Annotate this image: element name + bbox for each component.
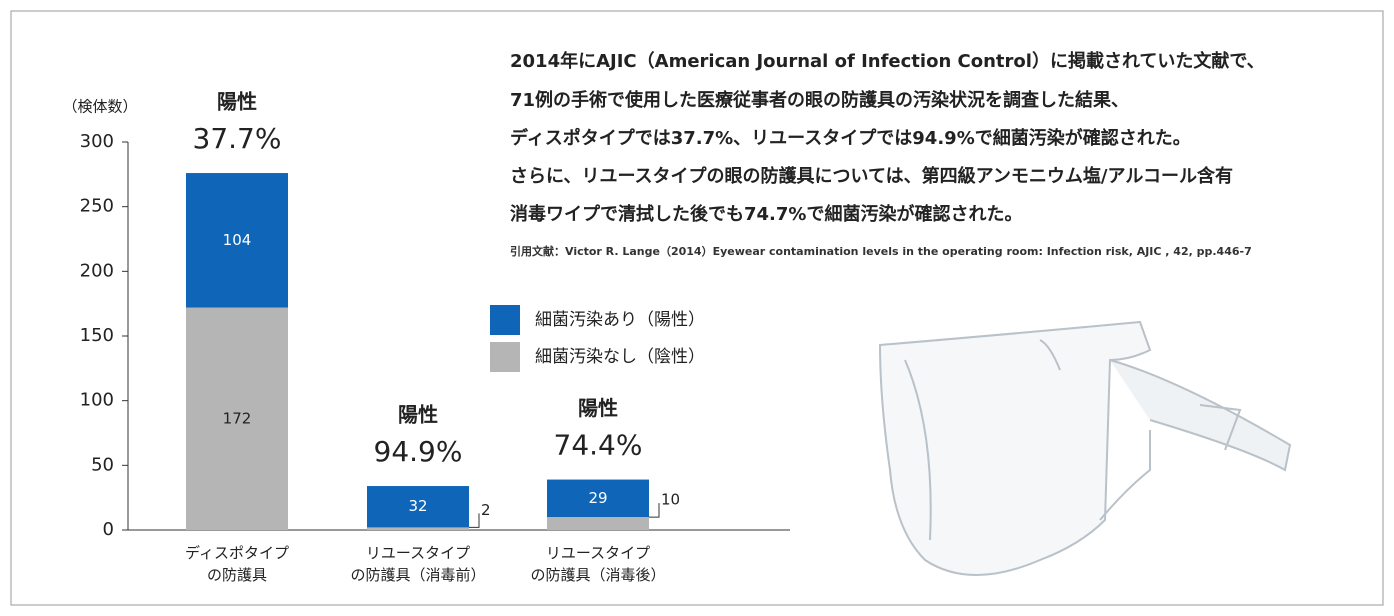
description-line: さらに、リユースタイプの眼の防護具については、第四級アンモニウム塩/アルコール含… bbox=[510, 166, 1233, 187]
y-tick-label: 250 bbox=[80, 196, 114, 217]
description-line: 2014年にAJIC（American Journal of Infection… bbox=[510, 51, 1265, 72]
annotation-value: 37.7% bbox=[193, 122, 282, 155]
frame bbox=[10, 10, 1384, 606]
x-tick-label: ディスポタイプ の防護具 bbox=[185, 544, 289, 584]
y-tick-label: 0 bbox=[103, 519, 114, 540]
leader-line bbox=[469, 513, 480, 528]
x-tick-label: リユースタイプ の防護具（消毒後） bbox=[530, 544, 666, 584]
bar-segment bbox=[367, 527, 469, 530]
y-axis-label: （検体数） bbox=[62, 98, 137, 116]
bar-segment bbox=[367, 486, 469, 528]
citation: 引用文献：Victor R. Lange（2014）Eyewear contam… bbox=[510, 245, 1252, 258]
legend-swatch bbox=[490, 305, 520, 335]
x-tick-label: リユースタイプ の防護具（消毒前） bbox=[350, 544, 486, 584]
y-tick-label: 100 bbox=[80, 390, 114, 411]
annotation-value: 74.4% bbox=[554, 429, 643, 462]
y-tick-label: 50 bbox=[91, 454, 114, 475]
description-line: 71例の手術で使用した医療従事者の眼の防護具の汚染状況を調査した結果、 bbox=[510, 90, 1130, 111]
legend-label: 細菌汚染あり（陽性） bbox=[535, 310, 705, 330]
bar-segment bbox=[547, 517, 649, 530]
value-label: 2 bbox=[481, 501, 491, 519]
description-line: 消毒ワイプで清拭した後でも74.7%で細菌汚染が確認された。 bbox=[510, 204, 1023, 225]
legend-swatch bbox=[490, 342, 520, 372]
annotation-label: 陽性 bbox=[578, 396, 618, 420]
annotation-value: 94.9% bbox=[374, 435, 463, 468]
description-line: ディスポタイプでは37.7%、リユースタイプでは94.9%で細菌汚染が確認された… bbox=[510, 128, 1191, 149]
y-tick-label: 300 bbox=[80, 131, 114, 152]
y-tick-label: 200 bbox=[80, 260, 114, 281]
goggles bbox=[878, 320, 1292, 576]
y-tick-label: 150 bbox=[80, 325, 114, 346]
annotation-label: 陽性 bbox=[398, 403, 438, 427]
bar-segment bbox=[186, 173, 288, 308]
value-label: 10 bbox=[661, 491, 680, 509]
bar-segment bbox=[186, 307, 288, 530]
value-label: 172 bbox=[223, 409, 252, 427]
leader-line bbox=[649, 503, 660, 518]
value-label: 29 bbox=[588, 489, 607, 507]
legend-label: 細菌汚染なし（陰性） bbox=[535, 347, 705, 367]
value-label: 104 bbox=[223, 231, 252, 249]
value-label: 32 bbox=[408, 497, 427, 515]
annotation-label: 陽性 bbox=[217, 90, 257, 114]
bar-segment bbox=[547, 479, 649, 518]
